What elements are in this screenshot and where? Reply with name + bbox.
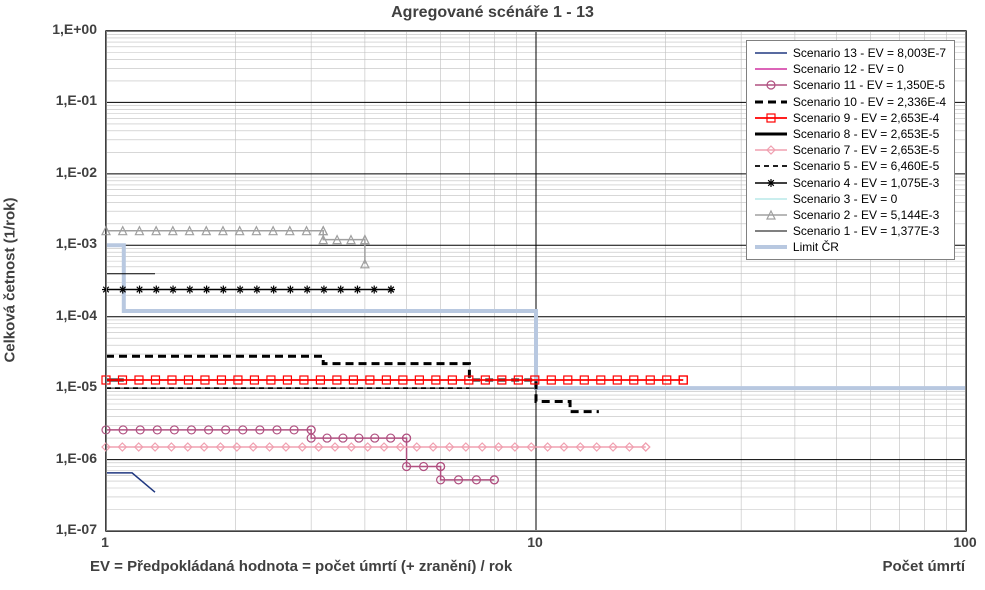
legend-label: Scenario 4 - EV = 1,075E-3 [793,175,939,191]
x-tick-label: 10 [515,534,555,550]
legend-swatch [755,63,787,75]
legend-item: Scenario 1 - EV = 1,377E-3 [755,223,946,239]
legend-item: Scenario 5 - EV = 6,460E-5 [755,158,946,174]
x-tick-label: 100 [945,534,985,550]
legend-label: Scenario 2 - EV = 5,144E-3 [793,207,939,223]
legend-label: Limit ČR [793,239,839,255]
legend-label: Scenario 8 - EV = 2,653E-5 [793,126,939,142]
legend-swatch [755,96,787,108]
legend-label: Scenario 7 - EV = 2,653E-5 [793,142,939,158]
legend-swatch [755,193,787,205]
series-s4 [102,286,395,294]
y-tick-label: 1,E-01 [35,92,97,108]
y-tick-label: 1,E+00 [35,21,97,37]
y-axis-label: Celková četnost (1/rok) [2,197,19,362]
legend-item: Scenario 3 - EV = 0 [755,191,946,207]
legend-swatch [755,160,787,172]
legend-swatch [755,177,787,189]
legend-item: Scenario 2 - EV = 5,144E-3 [755,207,946,223]
legend-label: Scenario 11 - EV = 1,350E-5 [793,77,945,93]
y-tick-label: 1,E-04 [35,307,97,323]
legend-item: Limit ČR [755,239,946,255]
legend-item: Scenario 9 - EV = 2,653E-4 [755,110,946,126]
legend: Scenario 13 - EV = 8,003E-7Scenario 12 -… [746,40,955,260]
y-tick-label: 1,E-02 [35,164,97,180]
x-axis-label: Počet úmrtí [882,558,965,575]
x-axis-footnote: EV = Předpokládaná hodnota = počet úmrtí… [90,558,512,575]
legend-swatch [755,241,787,253]
legend-item: Scenario 11 - EV = 1,350E-5 [755,77,946,93]
y-tick-label: 1,E-06 [35,450,97,466]
legend-label: Scenario 10 - EV = 2,336E-4 [793,94,946,110]
y-tick-label: 1,E-05 [35,378,97,394]
legend-swatch [755,128,787,140]
series-s7 [102,443,650,451]
legend-item: Scenario 10 - EV = 2,336E-4 [755,94,946,110]
legend-swatch [755,209,787,221]
legend-item: Scenario 4 - EV = 1,075E-3 [755,175,946,191]
legend-label: Scenario 13 - EV = 8,003E-7 [793,45,946,61]
x-tick-label: 1 [85,534,125,550]
legend-label: Scenario 12 - EV = 0 [793,61,904,77]
series-s13 [106,473,155,492]
legend-item: Scenario 7 - EV = 2,653E-5 [755,142,946,158]
legend-swatch [755,225,787,237]
chart-title: Agregované scénáře 1 - 13 [0,4,985,22]
legend-swatch [755,112,787,124]
chart-container: Agregované scénáře 1 - 13 Celková četnos… [0,0,985,590]
y-tick-label: 1,E-03 [35,235,97,251]
series-s9 [102,376,687,384]
legend-label: Scenario 3 - EV = 0 [793,191,897,207]
legend-swatch [755,79,787,91]
legend-swatch [755,47,787,59]
legend-item: Scenario 8 - EV = 2,653E-5 [755,126,946,142]
legend-label: Scenario 9 - EV = 2,653E-4 [793,110,939,126]
legend-swatch [755,144,787,156]
legend-label: Scenario 5 - EV = 6,460E-5 [793,158,939,174]
legend-label: Scenario 1 - EV = 1,377E-3 [793,223,939,239]
legend-item: Scenario 12 - EV = 0 [755,61,946,77]
legend-item: Scenario 13 - EV = 8,003E-7 [755,45,946,61]
